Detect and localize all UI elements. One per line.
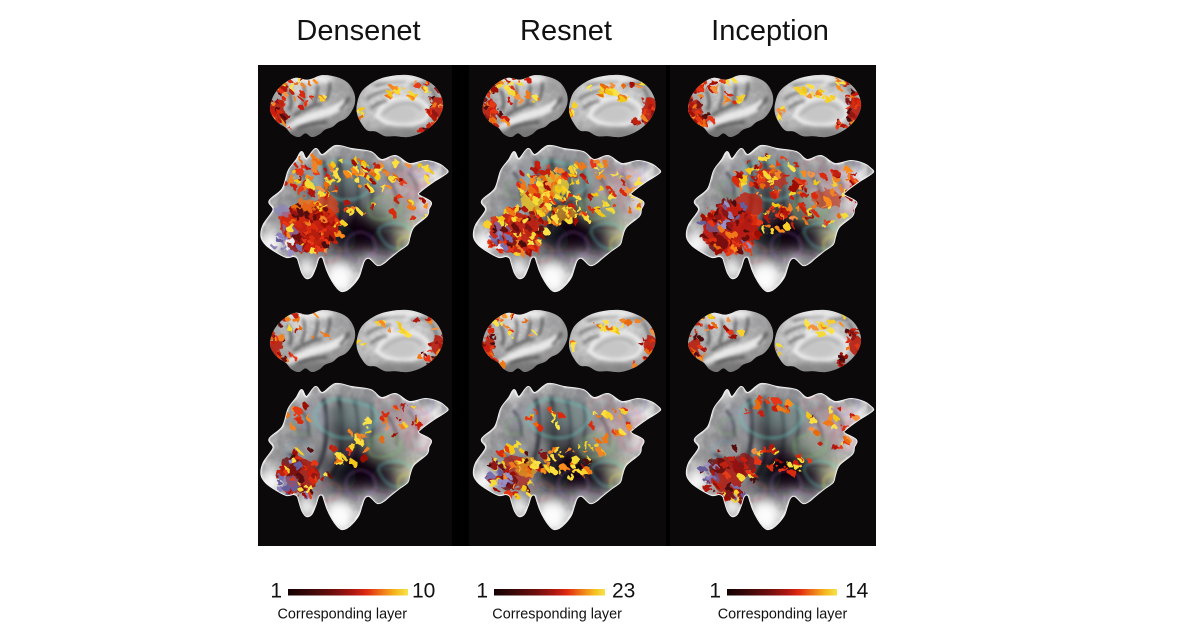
svg-text:1: 1 [476,580,488,603]
svg-text:Corresponding layer: Corresponding layer [278,607,408,623]
svg-text:Densenet: Densenet [296,15,420,47]
svg-text:Resnet: Resnet [520,15,612,47]
svg-text:Corresponding layer: Corresponding layer [492,607,622,623]
svg-text:Corresponding layer: Corresponding layer [718,607,848,623]
svg-text:1: 1 [270,580,282,603]
svg-text:23: 23 [612,580,635,603]
svg-text:1: 1 [709,580,721,603]
svg-text:Inception: Inception [711,15,829,47]
svg-text:10: 10 [412,580,435,603]
svg-text:14: 14 [845,580,869,603]
